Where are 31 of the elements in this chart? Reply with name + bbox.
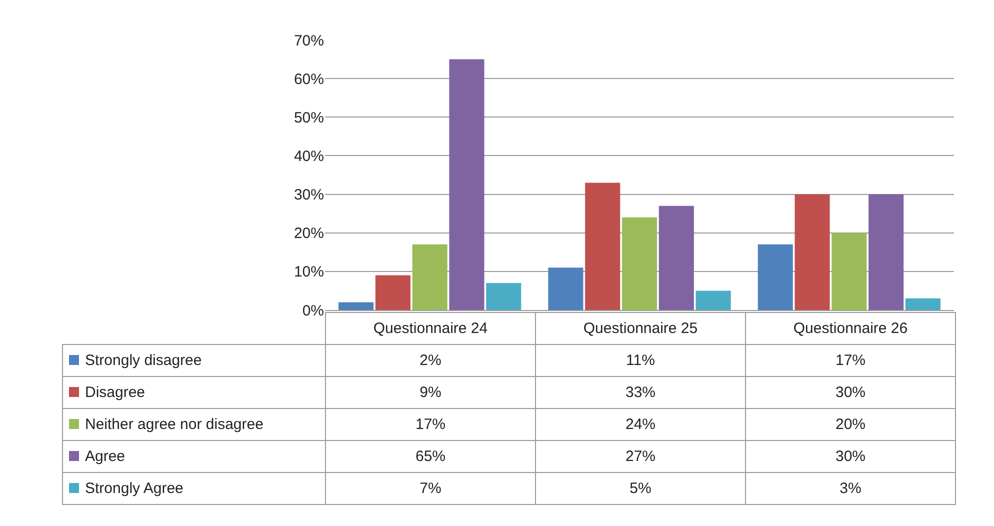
y-tick-label: 60% — [294, 70, 324, 88]
data-label: 2% — [326, 344, 536, 376]
data-label: 65% — [326, 440, 536, 472]
y-tick-label: 30% — [294, 186, 324, 204]
legend-label: Strongly disagree — [85, 352, 202, 369]
data-label: 24% — [536, 408, 746, 440]
legend-label: Agree — [85, 448, 126, 465]
x-tick-label: Questionnaire 24 — [326, 312, 536, 344]
data-label: 30% — [746, 440, 956, 472]
legend-label: Neither agree nor disagree — [85, 416, 264, 433]
data-label: 11% — [536, 344, 746, 376]
y-tick-label: 50% — [294, 109, 324, 126]
data-label: 17% — [746, 344, 956, 376]
data-label: 30% — [746, 376, 956, 408]
legend-label: Strongly Agree — [85, 480, 184, 497]
data-label: 3% — [746, 472, 956, 504]
x-tick-label: Questionnaire 25 — [536, 312, 746, 344]
data-label: 9% — [326, 376, 536, 408]
y-tick-label: 70% — [294, 32, 324, 50]
data-label: 17% — [326, 408, 536, 440]
legend-label: Disagree — [85, 384, 146, 401]
data-label: 27% — [536, 440, 746, 472]
data-label: 20% — [746, 408, 956, 440]
y-tick-label: 40% — [294, 148, 324, 165]
x-tick-label: Questionnaire 26 — [746, 312, 956, 344]
data-label: 33% — [536, 376, 746, 408]
y-tick-label: 20% — [294, 225, 324, 242]
data-label: 5% — [536, 472, 746, 504]
data-label: 7% — [326, 472, 536, 504]
y-tick-label: 10% — [294, 264, 324, 281]
y-tick-label: 0% — [302, 302, 324, 320]
